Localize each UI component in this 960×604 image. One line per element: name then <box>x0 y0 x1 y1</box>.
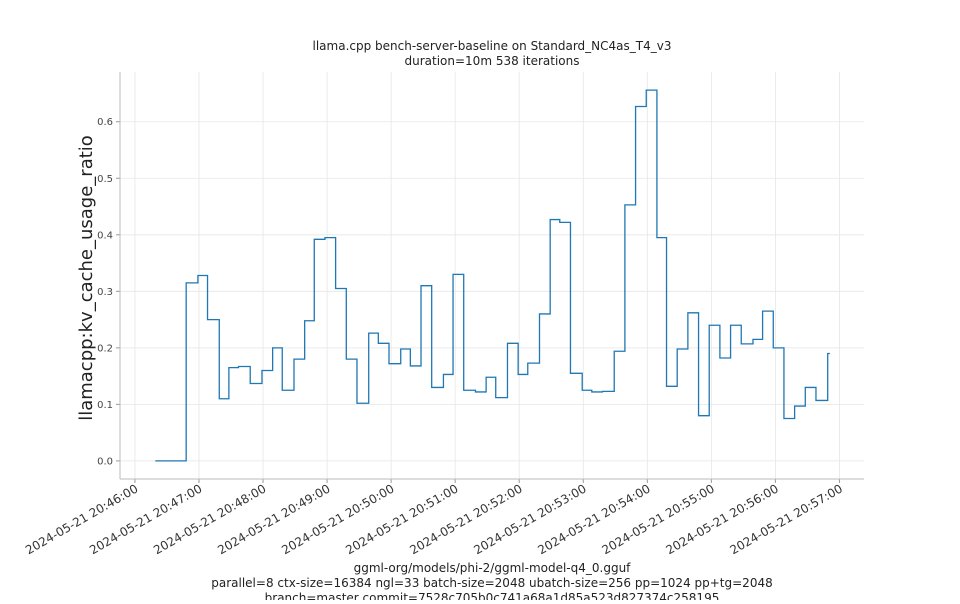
x-tick-label: 2024-05-21 20:48:00 <box>151 481 268 557</box>
x-tick-label: 2024-05-21 20:49:00 <box>215 481 332 557</box>
y-tick-label: 0.6 <box>97 117 113 128</box>
x-tick-label: 2024-05-21 20:56:00 <box>664 481 781 557</box>
x-tick-label: 2024-05-21 20:50:00 <box>279 481 396 557</box>
x-tick-label: 2024-05-21 20:46:00 <box>23 481 140 557</box>
y-axis-label: llamacpp:kv_cache_usage_ratio <box>76 135 97 421</box>
x-axis-label: branch=master commit=7528c705b0c741a68a1… <box>265 591 720 600</box>
y-tick-label: 0.3 <box>97 287 113 298</box>
y-tick-label: 0.2 <box>97 343 113 354</box>
x-axis-label: parallel=8 ctx-size=16384 ngl=33 batch-s… <box>211 576 772 590</box>
y-tick-label: 0.5 <box>97 174 113 185</box>
chart-title: llama.cpp bench-server-baseline on Stand… <box>313 39 672 53</box>
x-tick-label: 2024-05-21 20:47:00 <box>87 481 204 557</box>
chart-subtitle: duration=10m 538 iterations <box>405 54 580 68</box>
x-tick-label: 2024-05-21 20:52:00 <box>407 481 524 557</box>
data-line <box>155 89 830 462</box>
x-tick-label: 2024-05-21 20:51:00 <box>343 481 460 557</box>
x-axis-label: ggml-org/models/phi-2/ggml-model-q4_0.gg… <box>354 561 632 575</box>
y-tick-label: 0.1 <box>97 400 113 411</box>
x-tick-label: 2024-05-21 20:53:00 <box>471 481 588 557</box>
y-tick-label: 0.4 <box>97 230 113 241</box>
y-tick-label: 0.0 <box>97 456 113 467</box>
x-tick-label: 2024-05-21 20:55:00 <box>599 481 716 557</box>
x-tick-label: 2024-05-21 20:54:00 <box>535 481 652 557</box>
x-tick-label: 2024-05-21 20:57:00 <box>728 481 845 557</box>
